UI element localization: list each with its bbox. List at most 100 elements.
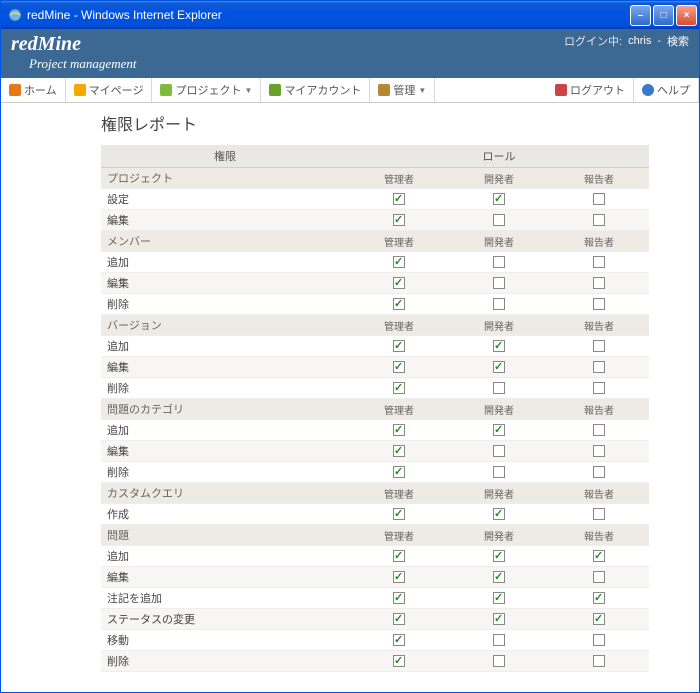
section-header: 問題のカテゴリ管理者開発者報告者 [101,399,649,420]
checkbox[interactable] [593,634,605,646]
menu-admin[interactable]: 管理▼ [370,78,435,102]
checkbox[interactable] [593,613,605,625]
checkbox[interactable] [493,508,505,520]
checkbox[interactable] [393,445,405,457]
app-header: redMine Project management ログイン中: chris … [1,29,699,78]
permission-label: 編集 [101,567,349,588]
permission-row: 追加 [101,336,649,357]
permission-label: 削除 [101,462,349,483]
checkbox[interactable] [593,256,605,268]
brand-name: redMine [11,33,136,56]
checkbox[interactable] [493,193,505,205]
checkbox[interactable] [393,214,405,226]
checkbox[interactable] [393,550,405,562]
checkbox[interactable] [493,592,505,604]
checkbox[interactable] [393,655,405,667]
role-manager: 管理者 [349,483,449,504]
checkbox[interactable] [593,193,605,205]
checkbox[interactable] [493,613,505,625]
menu-myaccount[interactable]: マイアカウント [261,78,370,102]
role-reporter: 報告者 [549,231,649,252]
checkbox[interactable] [593,277,605,289]
search-link[interactable]: 検索 [667,33,689,49]
checkbox[interactable] [493,340,505,352]
checkbox[interactable] [393,424,405,436]
permission-label: 追加 [101,252,349,273]
logout-icon [555,84,567,96]
mypage-icon [74,84,86,96]
checkbox[interactable] [593,508,605,520]
window-title: redMine - Windows Internet Explorer [27,8,630,22]
checkbox[interactable] [493,445,505,457]
checkbox[interactable] [493,424,505,436]
checkbox[interactable] [493,382,505,394]
checkbox[interactable] [593,298,605,310]
checkbox[interactable] [393,298,405,310]
checkbox[interactable] [393,466,405,478]
permission-row: 削除 [101,462,649,483]
checkbox[interactable] [493,256,505,268]
role-developer: 開発者 [449,483,549,504]
checkbox[interactable] [493,298,505,310]
menu-mypage[interactable]: マイページ [66,78,153,102]
checkbox[interactable] [493,277,505,289]
checkbox[interactable] [393,340,405,352]
menu-logout[interactable]: ログアウト [547,78,634,102]
permission-row: 追加 [101,252,649,273]
role-developer: 開発者 [449,315,549,336]
admin-icon [378,84,390,96]
checkbox[interactable] [593,550,605,562]
role-manager: 管理者 [349,525,449,546]
permission-label: 設定 [101,189,349,210]
checkbox[interactable] [493,214,505,226]
section-header: バージョン管理者開発者報告者 [101,315,649,336]
checkbox[interactable] [593,445,605,457]
checkbox[interactable] [593,361,605,373]
help-icon [642,84,654,96]
section-name: 問題 [101,525,349,546]
checkbox[interactable] [493,655,505,667]
permission-row: 追加 [101,546,649,567]
permission-row: 移動 [101,630,649,651]
permission-label: 追加 [101,546,349,567]
checkbox[interactable] [593,655,605,667]
checkbox[interactable] [393,592,405,604]
window-titlebar: redMine - Windows Internet Explorer – □ … [1,1,699,29]
checkbox[interactable] [393,508,405,520]
section-name: バージョン [101,315,349,336]
checkbox[interactable] [393,256,405,268]
section-header: 問題管理者開発者報告者 [101,525,649,546]
permission-row: ステータスの変更 [101,609,649,630]
checkbox[interactable] [493,361,505,373]
projects-icon [160,84,172,96]
checkbox[interactable] [593,340,605,352]
permission-label: 削除 [101,378,349,399]
checkbox[interactable] [593,214,605,226]
checkbox[interactable] [593,466,605,478]
checkbox[interactable] [493,634,505,646]
window-minimize-button[interactable]: – [630,5,651,26]
menu-projects[interactable]: プロジェクト▼ [152,78,261,102]
user-link[interactable]: chris [628,35,651,47]
checkbox[interactable] [393,613,405,625]
checkbox[interactable] [593,592,605,604]
checkbox[interactable] [393,193,405,205]
checkbox[interactable] [593,382,605,394]
role-reporter: 報告者 [549,483,649,504]
permission-label: 追加 [101,420,349,441]
menu-help[interactable]: ヘルプ [634,78,699,102]
checkbox[interactable] [393,277,405,289]
checkbox[interactable] [393,634,405,646]
chevron-down-icon: ▼ [418,86,426,95]
checkbox[interactable] [393,361,405,373]
permission-label: 編集 [101,210,349,231]
checkbox[interactable] [493,466,505,478]
menu-home[interactable]: ホーム [1,78,66,102]
role-developer: 開発者 [449,231,549,252]
permission-label: 移動 [101,630,349,651]
checkbox[interactable] [593,424,605,436]
window-maximize-button[interactable]: □ [653,5,674,26]
checkbox[interactable] [393,382,405,394]
window-close-button[interactable]: × [676,5,697,26]
checkbox[interactable] [493,550,505,562]
